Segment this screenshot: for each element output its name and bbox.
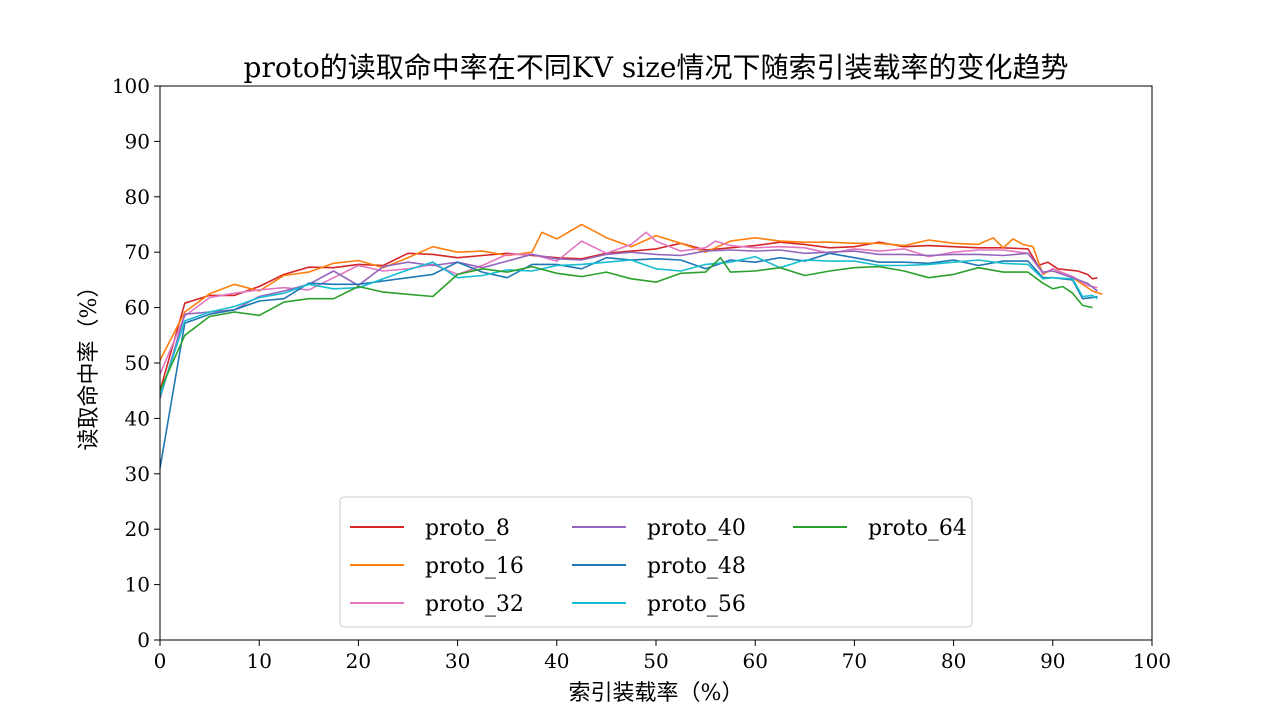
x-tick-label: 90 (1040, 649, 1065, 673)
legend-label-proto-48: proto_48 (647, 554, 746, 579)
legend-label-proto-8: proto_8 (425, 516, 510, 541)
y-tick-label: 100 (112, 74, 150, 98)
series-line-proto-64 (159, 256, 1093, 392)
y-tick-label: 0 (137, 628, 150, 652)
x-tick-label: 10 (246, 649, 271, 673)
y-tick-label: 90 (125, 129, 150, 153)
chart-title: proto的读取命中率在不同KV size情况下随索引装载率的变化趋势 (244, 51, 1069, 84)
x-tick-label: 70 (842, 649, 867, 673)
y-tick-label: 10 (125, 573, 150, 597)
y-tick-label: 30 (125, 462, 150, 486)
x-axis: 0 10 20 30 40 50 60 70 80 90 100 (154, 640, 1171, 673)
series-line-proto-16 (159, 223, 1103, 361)
series-line-proto-56 (159, 255, 1098, 397)
y-tick-label: 50 (125, 351, 150, 375)
series-lines (159, 223, 1103, 469)
y-tick-label: 40 (125, 406, 150, 430)
y-tick-label: 70 (125, 240, 150, 264)
legend-label-proto-16: proto_16 (425, 554, 524, 579)
x-tick-label: 60 (742, 649, 767, 673)
x-tick-label: 20 (346, 649, 371, 673)
legend-label-proto-56: proto_56 (647, 592, 746, 617)
series-line-proto-40 (159, 249, 1098, 399)
y-tick-label: 60 (125, 296, 150, 320)
legend-label-proto-40: proto_40 (647, 516, 746, 541)
legend-label-proto-32: proto_32 (425, 592, 524, 617)
x-tick-label: 100 (1133, 649, 1171, 673)
y-tick-label: 20 (125, 517, 150, 541)
legend-box (339, 496, 973, 628)
legend: proto_8proto_16proto_32proto_40proto_48p… (339, 496, 973, 628)
y-axis-label: 读取命中率（%） (77, 276, 102, 451)
series-line-proto-48 (159, 252, 1098, 469)
x-tick-label: 30 (445, 649, 470, 673)
x-tick-label: 80 (941, 649, 966, 673)
x-axis-label: 索引装载率（%） (569, 681, 744, 706)
legend-label-proto-64: proto_64 (868, 516, 967, 541)
x-tick-label: 40 (544, 649, 569, 673)
x-tick-label: 0 (154, 649, 167, 673)
x-tick-label: 50 (643, 649, 668, 673)
y-tick-label: 80 (125, 185, 150, 209)
series-line-proto-32 (159, 231, 1098, 375)
y-axis: 0 10 20 30 40 50 60 70 80 90 100 (112, 74, 160, 652)
